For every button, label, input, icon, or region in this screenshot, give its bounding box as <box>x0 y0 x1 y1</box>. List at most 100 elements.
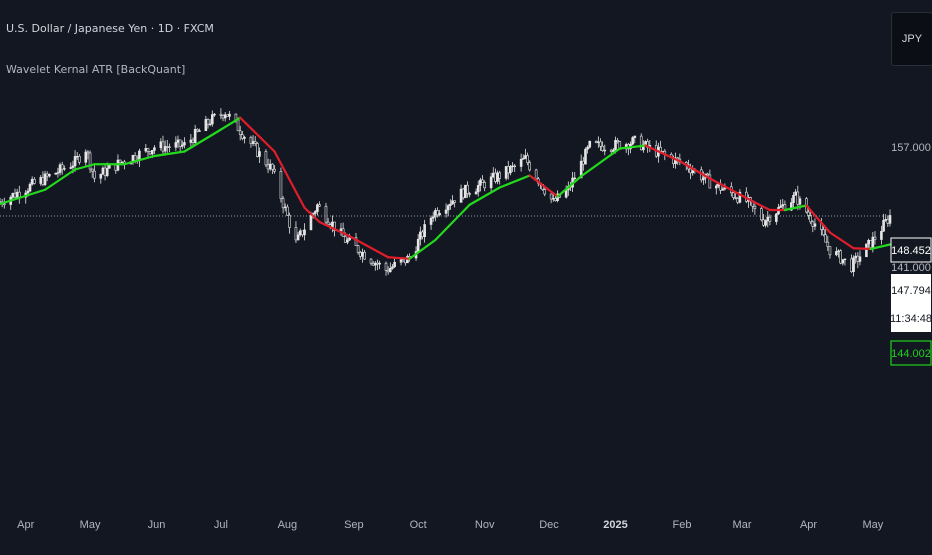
trend-segment <box>580 147 621 178</box>
candle-body <box>393 261 396 268</box>
candle-body <box>114 164 118 171</box>
candle-body <box>15 191 19 198</box>
candle-body <box>268 163 272 170</box>
candle-body <box>882 219 885 232</box>
candle-body <box>120 161 124 164</box>
candle-body <box>71 165 75 168</box>
candle-body <box>586 146 589 150</box>
trend-segment <box>387 256 411 260</box>
candle-body <box>180 144 184 147</box>
candle-body <box>489 176 493 189</box>
trend-segment <box>213 116 242 135</box>
candle-body <box>174 142 178 148</box>
candle-body <box>614 140 617 151</box>
candle-body <box>294 227 298 241</box>
candle-body <box>496 172 499 182</box>
candle-body <box>511 165 514 168</box>
candle-body <box>178 139 182 147</box>
candle-body <box>358 252 362 257</box>
candle-body <box>721 188 725 191</box>
candle-body <box>165 146 169 148</box>
candle-body <box>108 164 111 169</box>
candle-body <box>871 236 875 248</box>
candle-body <box>766 216 770 221</box>
candle-body <box>526 155 529 164</box>
candle-body <box>873 236 877 240</box>
price-tick-label: 157.000 <box>891 142 931 154</box>
candles-layer <box>0 108 892 277</box>
candle-body <box>226 114 229 117</box>
candle-body <box>826 241 830 247</box>
candle-body <box>144 148 148 152</box>
time-tick-label: Apr <box>800 519 817 531</box>
candle-body <box>822 229 825 236</box>
candle-body <box>298 230 302 236</box>
candle-body <box>807 211 810 216</box>
candle-body <box>324 205 328 223</box>
candle-body <box>63 168 66 170</box>
trend-segment <box>708 177 756 204</box>
trend-segment <box>852 247 872 251</box>
candle-body <box>211 114 214 125</box>
time-tick-label: Nov <box>475 519 495 531</box>
candle-body <box>45 173 49 177</box>
candle-body <box>768 216 772 222</box>
candle-body <box>258 151 261 157</box>
trend-segment <box>318 220 351 238</box>
trend-segment <box>434 203 471 242</box>
candle-body <box>554 198 557 201</box>
trend-segment <box>528 174 559 198</box>
candle-body <box>466 184 469 194</box>
candle-body <box>105 168 109 176</box>
trend-segment <box>348 235 390 259</box>
candle-body <box>888 215 892 224</box>
candle-body <box>794 191 797 196</box>
candle-body <box>594 140 598 143</box>
candle-body <box>753 205 757 209</box>
candle-body <box>476 185 480 193</box>
time-axis[interactable]: Apr May Jun Jul Aug Sep Oct Nov Dec 2025 Feb Mar Apr… <box>17 519 884 531</box>
candle-body <box>30 179 34 185</box>
candle-body <box>54 172 58 175</box>
currency-label: JPY <box>901 33 923 45</box>
candle-body <box>423 224 426 238</box>
candle-body <box>159 141 163 149</box>
currency-button[interactable]: JPY <box>891 12 932 66</box>
candle-body <box>779 205 782 208</box>
candle-body <box>633 135 637 138</box>
candle-body <box>449 203 452 206</box>
candle-body <box>11 192 15 198</box>
candle-body <box>841 259 845 264</box>
trend-segment <box>783 204 808 212</box>
candle-body <box>736 198 740 203</box>
candle-body <box>153 147 156 151</box>
candle-body <box>361 251 364 257</box>
candle-body <box>438 213 441 216</box>
candle-body <box>93 170 96 179</box>
candle-body <box>852 257 855 272</box>
candle-body <box>26 190 30 194</box>
indicator-title[interactable]: Wavelet Kernal ATR [BackQuant] <box>6 63 186 76</box>
candle-body <box>150 150 154 155</box>
candle-body <box>303 229 306 236</box>
candle-body <box>271 163 274 170</box>
candle-body <box>524 155 527 159</box>
symbol-title[interactable]: U.S. Dollar / Japanese Yen · 1D · FXCM <box>6 22 214 35</box>
candle-body <box>579 160 583 179</box>
candle-body <box>146 148 150 152</box>
candle-body <box>238 130 242 135</box>
candle-body <box>183 142 186 146</box>
candle-body <box>384 262 388 271</box>
candle-body <box>221 115 225 119</box>
candle-body <box>468 193 471 195</box>
candle-body <box>446 205 450 211</box>
candle-body <box>43 173 47 185</box>
candle-body <box>549 193 553 200</box>
candle-body <box>775 213 778 222</box>
candle-body <box>378 262 381 265</box>
candle-body <box>612 149 615 152</box>
trend-price-badge: 144.002 <box>890 340 932 366</box>
time-tick-label: Feb <box>672 519 691 531</box>
